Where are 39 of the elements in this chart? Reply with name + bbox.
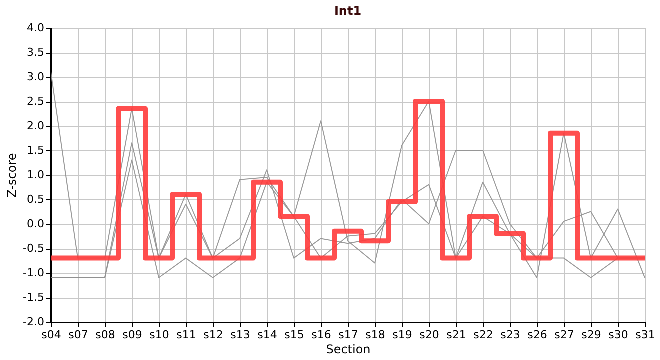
- y-tick-label: 0.5: [27, 193, 44, 206]
- x-tick-label: s13: [230, 328, 250, 342]
- x-tick-label: s08: [96, 328, 116, 342]
- y-tick-label: 3.0: [27, 70, 44, 84]
- x-tick-label: s14: [258, 328, 278, 342]
- x-tick-label: s15: [284, 328, 304, 342]
- x-axis-title: Section: [326, 342, 371, 356]
- y-tick-label: -1.5: [23, 291, 44, 304]
- x-tick-label: s23: [500, 328, 520, 342]
- x-tick-label: s29: [582, 328, 602, 342]
- x-tick-label: s16: [312, 328, 332, 342]
- y-tick-label: 2.0: [27, 120, 44, 132]
- x-tick-label: s18: [366, 328, 386, 342]
- y-tick-label: -0.5: [23, 242, 44, 255]
- y-tick-label: 3.5: [27, 46, 44, 59]
- x-tick-label: s17: [338, 328, 358, 342]
- x-tick-label: s04: [42, 328, 62, 342]
- x-tick-label: s19: [392, 328, 412, 342]
- x-tick-label: s09: [122, 328, 142, 342]
- y-tick-label: 1.0: [27, 168, 44, 182]
- y-tick-label: -2.0: [23, 316, 44, 328]
- x-tick-label: s11: [176, 328, 196, 342]
- x-tick-label: s07: [68, 328, 88, 342]
- chart-title: Int1: [334, 4, 362, 18]
- x-tick-label: s27: [554, 328, 574, 342]
- y-tick-label: 0.0: [27, 218, 44, 230]
- y-tick-label: 2.5: [27, 95, 44, 108]
- y-tick-label: -1.0: [23, 266, 44, 280]
- x-tick-label: s20: [420, 328, 440, 342]
- x-tick-label: s12: [204, 328, 224, 342]
- x-tick-label: s31: [636, 328, 656, 342]
- y-axis-title: Z-score: [5, 153, 20, 198]
- x-tick-label: s30: [608, 328, 628, 342]
- y-tick-label: 4.0: [27, 22, 44, 34]
- x-tick-label: s21: [446, 328, 466, 342]
- y-tick-label: 1.5: [27, 144, 44, 157]
- x-tick-label: s10: [150, 328, 170, 342]
- x-tick-label: s26: [528, 328, 548, 342]
- x-tick-label: s22: [474, 328, 494, 342]
